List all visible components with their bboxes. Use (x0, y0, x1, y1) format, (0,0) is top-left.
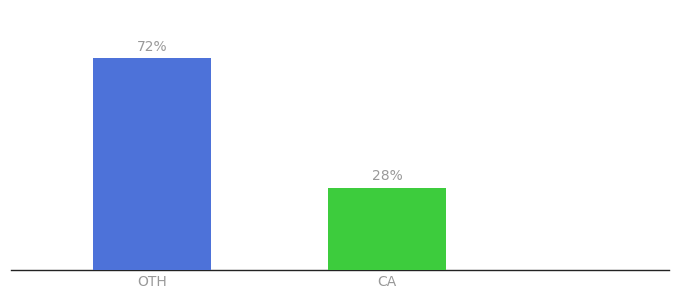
Text: 72%: 72% (137, 40, 167, 54)
Bar (93, 58, 211, 270)
Bar (328, 188, 445, 270)
Text: 28%: 28% (371, 169, 403, 183)
